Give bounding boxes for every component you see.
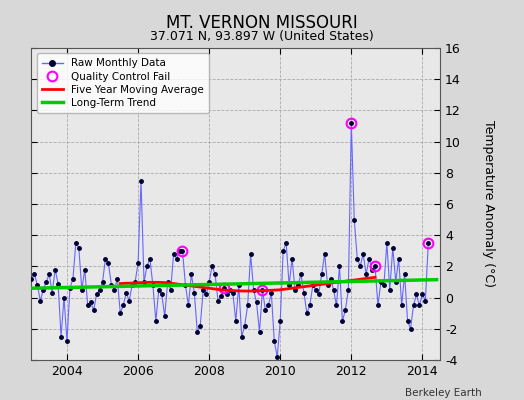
Legend: Raw Monthly Data, Quality Control Fail, Five Year Moving Average, Long-Term Tren: Raw Monthly Data, Quality Control Fail, … bbox=[37, 53, 209, 113]
Y-axis label: Temperature Anomaly (°C): Temperature Anomaly (°C) bbox=[482, 120, 495, 288]
Text: Berkeley Earth: Berkeley Earth bbox=[406, 388, 482, 398]
Text: MT. VERNON MISSOURI: MT. VERNON MISSOURI bbox=[166, 14, 358, 32]
Text: 37.071 N, 93.897 W (United States): 37.071 N, 93.897 W (United States) bbox=[150, 30, 374, 43]
